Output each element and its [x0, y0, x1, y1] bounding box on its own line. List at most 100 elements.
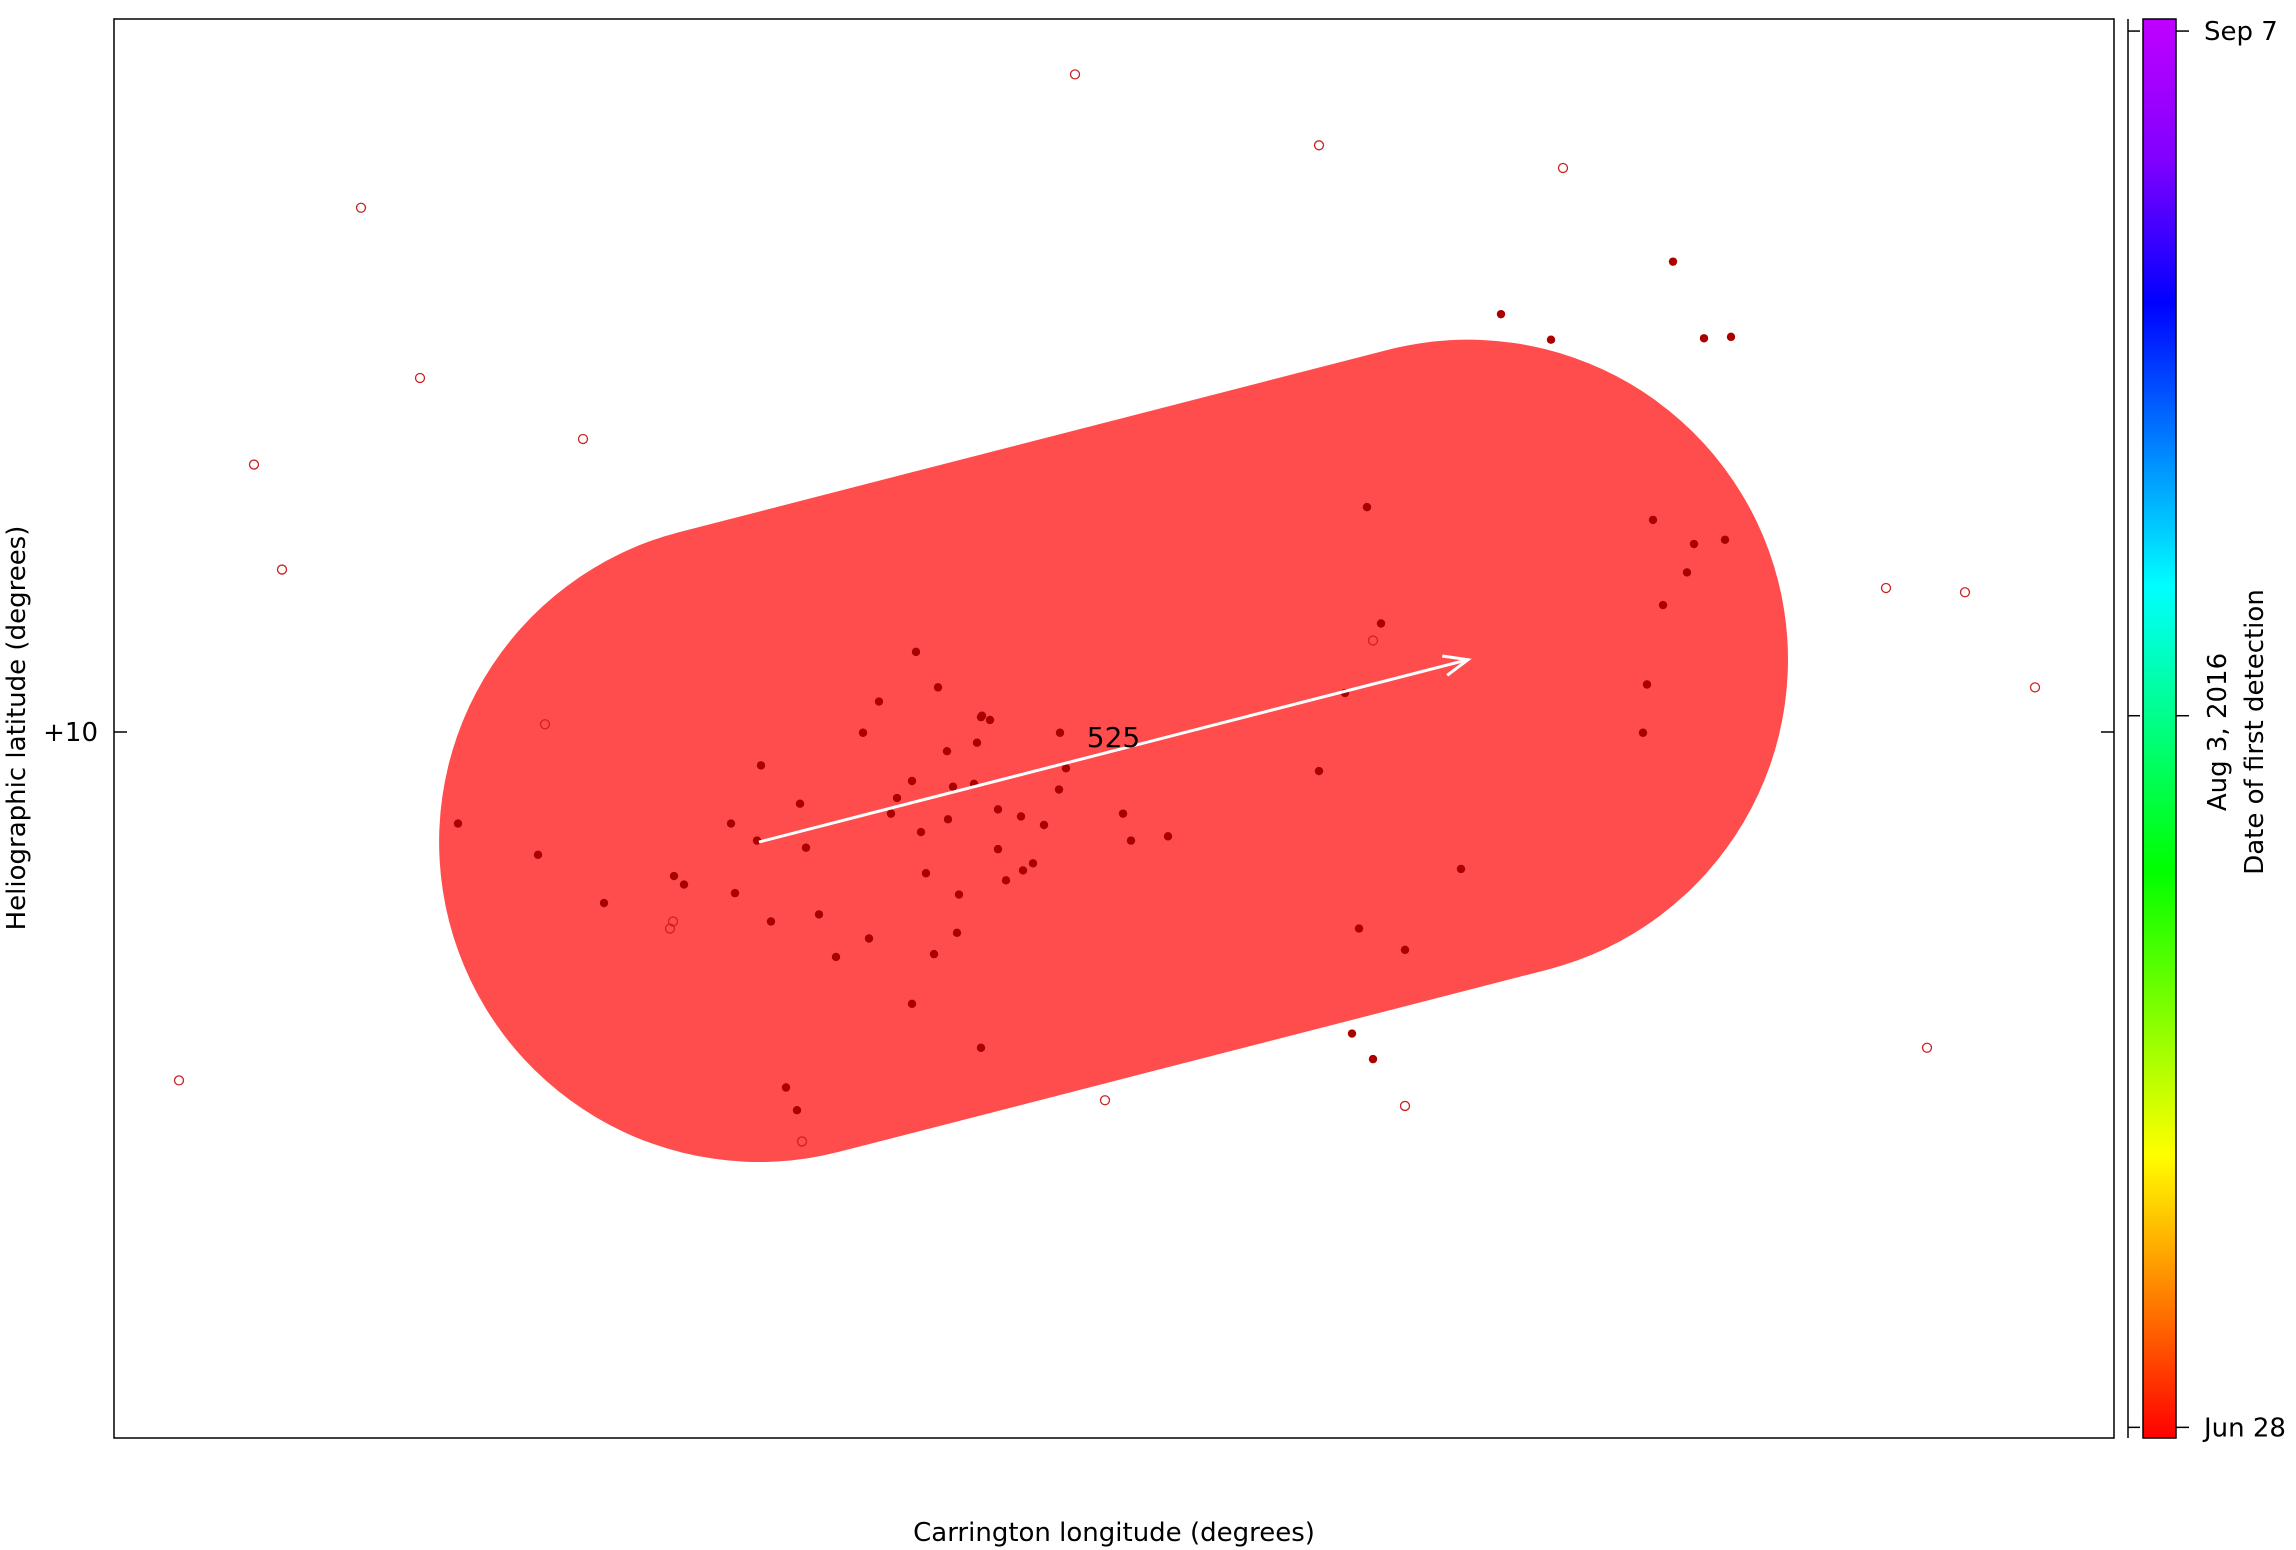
data-point-filled [1496, 309, 1506, 319]
data-point-filled [1456, 864, 1466, 874]
data-point-filled [795, 799, 805, 808]
data-point-filled [976, 1043, 986, 1052]
data-point-open [355, 202, 367, 213]
data-point-filled [1314, 766, 1324, 776]
data-point-open [1367, 635, 1379, 646]
plot-frame [113, 18, 2115, 1439]
data-point-open [1313, 140, 1325, 151]
data-point-filled [874, 697, 884, 706]
data-point-filled [985, 715, 995, 725]
data-point-filled [726, 819, 736, 828]
data-point-filled [1546, 335, 1556, 344]
colorbar-label-title: Date of first detection [2240, 589, 2270, 875]
data-point-filled [679, 880, 689, 889]
data-point-filled [1039, 820, 1049, 830]
data-point-filled [1668, 257, 1678, 266]
data-point-filled [977, 711, 987, 720]
data-point-filled [781, 1083, 791, 1092]
data-point-filled [1376, 619, 1386, 628]
data-point-filled [1699, 334, 1709, 343]
data-point-filled [1001, 876, 1011, 885]
data-point-filled [972, 738, 982, 747]
data-point-filled [942, 747, 952, 756]
region-label: 525 [1087, 721, 1140, 754]
data-point-filled [892, 793, 902, 803]
data-point-open [276, 564, 288, 575]
data-point-filled [993, 805, 1003, 814]
data-point-filled [801, 843, 811, 852]
data-point-filled [929, 949, 939, 959]
data-point-filled [1126, 836, 1136, 845]
data-point-filled [907, 776, 917, 786]
data-point-filled [730, 888, 740, 898]
data-point-filled [1720, 535, 1730, 544]
data-point-open [173, 1075, 185, 1086]
data-point-open [1921, 1042, 1933, 1053]
data-point-open [1399, 1100, 1411, 1112]
colorbar-label-date: Aug 3, 2016 [2203, 653, 2233, 811]
colorbar: Sep 7 Jun 28 Aug 3, 2016 Date of first de… [2127, 17, 2286, 1443]
data-point-open [1959, 587, 1971, 598]
data-point-filled [1689, 539, 1699, 549]
data-point-filled [933, 683, 943, 692]
data-point-filled [792, 1106, 802, 1115]
data-point-filled [993, 844, 1003, 854]
data-point-filled [1658, 600, 1668, 610]
data-point-open [539, 719, 551, 730]
data-point-filled [831, 952, 841, 962]
data-point-filled [1018, 866, 1028, 875]
data-point-filled [864, 934, 874, 943]
data-point-open [1880, 582, 1892, 594]
data-point-open [248, 459, 260, 470]
data-point-filled [954, 890, 964, 899]
open-points [173, 69, 2041, 1147]
data-point-open [577, 433, 589, 445]
data-point-filled [1638, 728, 1648, 737]
data-point-filled [1016, 812, 1026, 821]
data-point-filled [1400, 945, 1410, 955]
data-point-filled [886, 809, 896, 818]
data-point-filled [1642, 680, 1652, 689]
data-point-filled [1028, 859, 1038, 868]
data-point-open [1069, 69, 1081, 80]
data-point-open [796, 1136, 808, 1147]
data-point-filled [752, 836, 762, 845]
data-point-filled [1061, 764, 1071, 773]
data-point-filled [1347, 1029, 1357, 1038]
motion-arrow [758, 658, 1469, 844]
data-point-open [2029, 682, 2041, 693]
data-point-filled [756, 761, 766, 770]
data-point-filled [952, 928, 962, 938]
data-point-filled [1682, 568, 1692, 577]
data-point-filled [948, 782, 958, 791]
data-point-open [664, 923, 676, 934]
data-point-filled [814, 910, 824, 919]
data-point-filled [1118, 809, 1128, 818]
data-point-open [414, 372, 426, 384]
data-point-open [1099, 1095, 1111, 1106]
data-point-filled [921, 869, 931, 878]
data-point-filled [1726, 332, 1736, 342]
y-tick-label: +10 [43, 718, 98, 748]
data-point-filled [1354, 924, 1364, 933]
colorbar-gradient [2142, 18, 2177, 1439]
data-point-filled [907, 999, 917, 1008]
data-point-filled [1368, 1054, 1378, 1064]
colorbar-tick-label: Sep 7 [2204, 17, 2278, 47]
motion-arrow-head [1442, 654, 1472, 677]
data-point-open [667, 916, 679, 927]
data-point-filled [1163, 832, 1173, 841]
data-point-filled [1362, 502, 1372, 512]
data-point-filled [916, 827, 926, 837]
data-point-filled [858, 728, 868, 737]
data-point-filled [533, 850, 543, 859]
data-point-filled [453, 819, 463, 828]
data-point-filled [911, 647, 921, 657]
data-point-filled [599, 898, 609, 908]
x-axis-label: Carrington longitude (degrees) [913, 1518, 1315, 1548]
data-point-filled [943, 815, 953, 824]
data-point-filled [1648, 515, 1658, 525]
y-axis-label: Heliographic latitude (degrees) [2, 526, 32, 931]
colorbar-tick-label: Jun 28 [2202, 1413, 2286, 1443]
